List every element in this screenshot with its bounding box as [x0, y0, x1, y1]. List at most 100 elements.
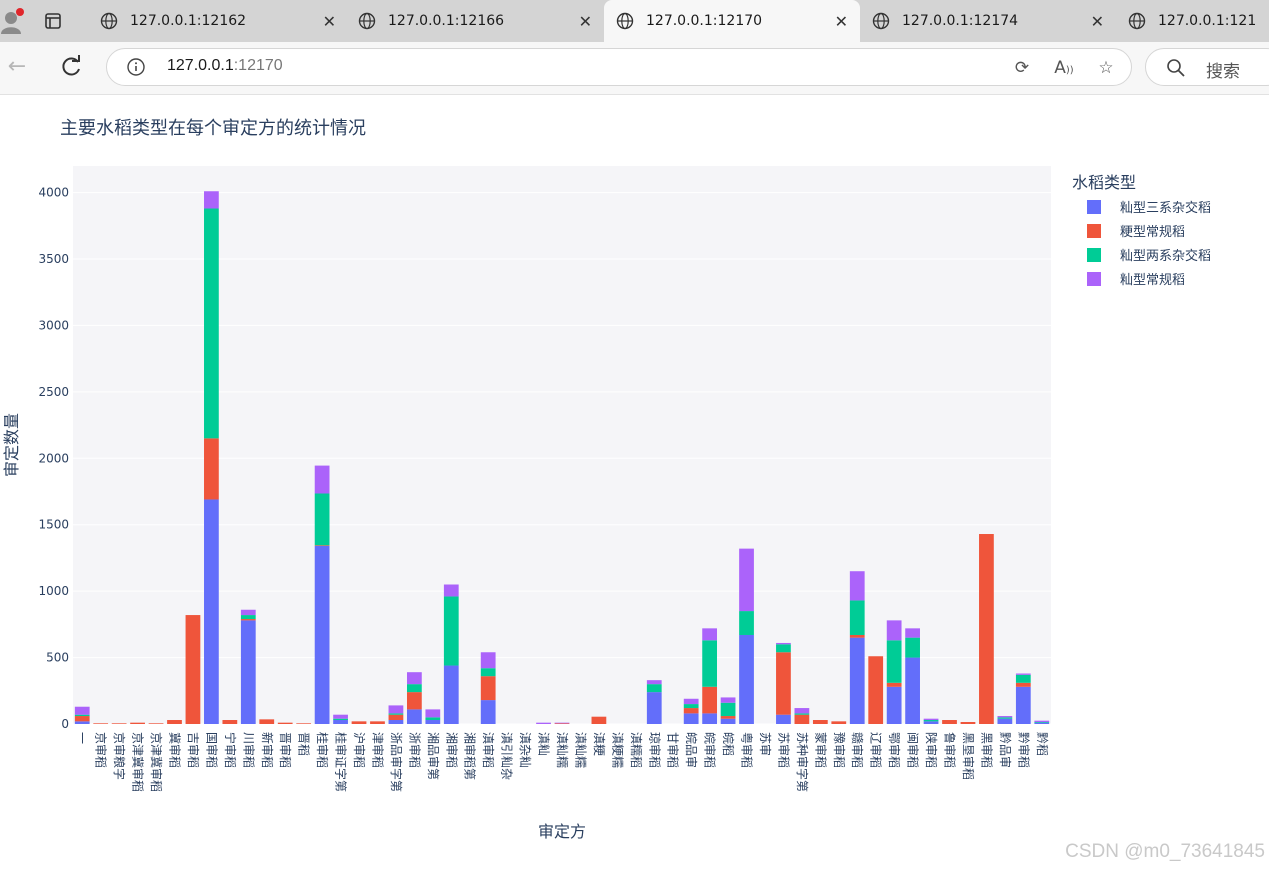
bar-segment[interactable]	[1034, 722, 1050, 723]
bar-segment[interactable]	[739, 548, 754, 612]
bar-segment[interactable]	[886, 682, 902, 687]
bar-segment[interactable]	[167, 720, 182, 724]
bar-segment[interactable]	[997, 718, 1013, 724]
bar-segment[interactable]	[849, 571, 865, 601]
bar-segment[interactable]	[314, 493, 330, 546]
bar-segment[interactable]	[923, 718, 939, 721]
bar-segment[interactable]	[554, 722, 570, 724]
bar-segment[interactable]	[204, 438, 219, 500]
translate-icon[interactable]: ⟳	[1014, 58, 1030, 78]
bar-segment[interactable]	[1015, 682, 1031, 687]
bar-segment[interactable]	[683, 704, 699, 709]
bar-segment[interactable]	[923, 721, 939, 724]
bar-segment[interactable]	[1015, 673, 1031, 675]
bar-segment[interactable]	[997, 716, 1013, 718]
bar-segment[interactable]	[240, 609, 256, 616]
bar-segment[interactable]	[314, 545, 330, 724]
bar-segment[interactable]	[333, 714, 348, 719]
bar-segment[interactable]	[776, 652, 791, 715]
bar-segment[interactable]	[296, 723, 312, 724]
bar-segment[interactable]	[776, 642, 791, 645]
browser-tab[interactable]: 127.0.0.1:12162 ✕	[88, 0, 348, 42]
bar-segment[interactable]	[942, 720, 957, 724]
bar-segment[interactable]	[646, 684, 662, 693]
bar-segment[interactable]	[406, 684, 422, 693]
close-tab-icon[interactable]: ✕	[578, 11, 592, 31]
bar-segment[interactable]	[204, 208, 219, 439]
bar-segment[interactable]	[554, 723, 570, 724]
bar-segment[interactable]	[480, 700, 496, 724]
bar-segment[interactable]	[480, 676, 496, 701]
bar-segment[interactable]	[1015, 674, 1031, 683]
bar-segment[interactable]	[240, 619, 256, 621]
close-tab-icon[interactable]: ✕	[322, 11, 336, 31]
bar-segment[interactable]	[93, 723, 109, 724]
bar-segment[interactable]	[406, 672, 422, 685]
bar-segment[interactable]	[388, 713, 404, 715]
bar-segment[interactable]	[425, 717, 441, 721]
favorite-star-icon[interactable]: ☆	[1098, 58, 1114, 78]
bar-segment[interactable]	[148, 723, 164, 724]
bar-segment[interactable]	[849, 634, 865, 638]
bar-segment[interactable]	[720, 716, 736, 719]
bar-segment[interactable]	[739, 634, 754, 724]
bar-segment[interactable]	[886, 620, 902, 641]
bar-segment[interactable]	[776, 714, 791, 724]
bar-segment[interactable]	[74, 721, 90, 724]
bar-segment[interactable]	[443, 665, 459, 724]
bar-segment[interactable]	[74, 714, 90, 717]
tab-actions-icon[interactable]	[44, 12, 62, 30]
bar-segment[interactable]	[702, 713, 718, 724]
legend-item-label[interactable]: 籼型两系杂交稻	[1120, 248, 1211, 264]
bar-segment[interactable]	[702, 628, 718, 641]
bar-segment[interactable]	[277, 722, 293, 724]
bar-segment[interactable]	[185, 615, 201, 724]
info-icon[interactable]	[127, 58, 145, 76]
bar-segment[interactable]	[812, 720, 828, 724]
bar-segment[interactable]	[997, 717, 1013, 719]
browser-tab[interactable]: 127.0.0.1:12177	[1116, 0, 1269, 42]
bar-segment[interactable]	[979, 534, 994, 724]
bar-segment[interactable]	[702, 640, 718, 687]
bar-segment[interactable]	[314, 465, 330, 494]
reload-icon[interactable]	[58, 54, 84, 80]
bar-segment[interactable]	[130, 722, 145, 724]
legend-item-label[interactable]: 粳型常规稻	[1120, 225, 1185, 240]
bar-segment[interactable]	[794, 713, 810, 715]
browser-tab[interactable]: 127.0.0.1:12166 ✕	[346, 0, 604, 42]
url-text[interactable]: 127.0.0.1:12170	[167, 57, 283, 75]
bar-segment[interactable]	[720, 702, 736, 717]
bar-segment[interactable]	[886, 686, 902, 724]
bar-segment[interactable]	[702, 686, 718, 714]
bar-segment[interactable]	[739, 611, 754, 635]
address-bar[interactable]: 127.0.0.1:12170 ⟳ A)) ☆	[106, 48, 1132, 86]
bar-segment[interactable]	[646, 680, 662, 685]
bar-segment[interactable]	[776, 644, 791, 653]
back-arrow-icon[interactable]: ←	[7, 54, 27, 79]
bar-segment[interactable]	[74, 706, 90, 715]
bar-segment[interactable]	[923, 720, 939, 722]
legend-item-label[interactable]: 籼型常规稻	[1120, 273, 1185, 288]
bar-segment[interactable]	[204, 499, 219, 724]
read-aloud-icon[interactable]: A))	[1054, 58, 1074, 78]
bar-segment[interactable]	[868, 656, 884, 724]
bar-segment[interactable]	[406, 692, 422, 710]
bar-segment[interactable]	[314, 545, 330, 546]
bar-segment[interactable]	[720, 718, 736, 724]
bar-segment[interactable]	[333, 718, 348, 721]
bar-segment[interactable]	[111, 723, 127, 724]
bar-segment[interactable]	[1034, 720, 1050, 723]
bar-segment[interactable]	[683, 698, 699, 705]
browser-tab-active[interactable]: 127.0.0.1:12170 ✕	[604, 0, 860, 42]
bar-segment[interactable]	[905, 657, 920, 724]
bar-segment[interactable]	[443, 584, 459, 597]
bar-segment[interactable]	[388, 714, 404, 721]
bar-segment[interactable]	[480, 652, 496, 669]
legend-swatch[interactable]	[1087, 200, 1101, 214]
bar-segment[interactable]	[443, 596, 459, 666]
legend-swatch[interactable]	[1087, 224, 1101, 238]
bar-segment[interactable]	[683, 713, 699, 724]
bar-segment[interactable]	[905, 628, 920, 638]
bar-segment[interactable]	[333, 720, 348, 724]
bar-segment[interactable]	[388, 720, 404, 724]
